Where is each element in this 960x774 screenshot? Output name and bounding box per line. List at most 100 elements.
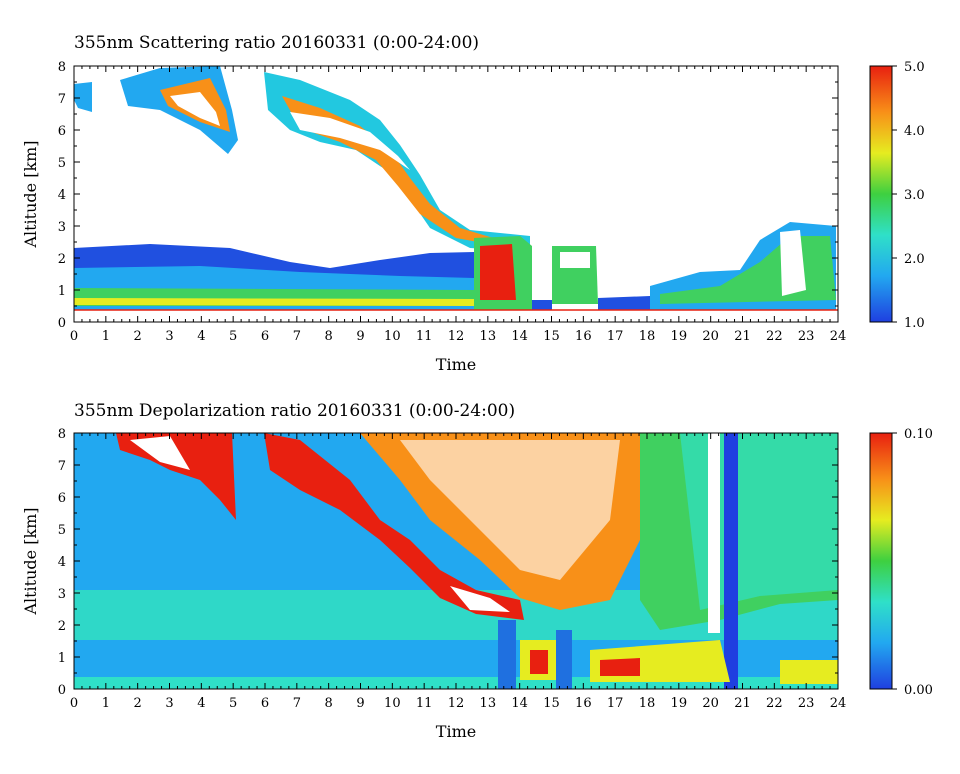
y-tick-label: 8 bbox=[58, 60, 66, 75]
y-tick-label: 5 bbox=[58, 156, 66, 171]
x-tick-label: 17 bbox=[607, 329, 624, 344]
y-tick-label: 3 bbox=[58, 220, 66, 235]
x-tick-label: 5 bbox=[229, 696, 237, 711]
x-tick-label: 16 bbox=[575, 329, 592, 344]
x-tick-label: 7 bbox=[293, 696, 301, 711]
x-tick-label: 15 bbox=[543, 329, 560, 344]
x-tick-label: 15 bbox=[543, 696, 560, 711]
x-tick-label: 19 bbox=[671, 329, 688, 344]
x-tick-label: 4 bbox=[197, 329, 205, 344]
x-axis: 0 1 2 3 4 5 6 7 8 9 10 11 12 13 14 15 16 17 18 19 20 21 22 23 24 bbox=[70, 433, 846, 711]
y-axis-label: Altitude [km] bbox=[21, 507, 40, 615]
colorbar-label: 0.00 bbox=[904, 683, 933, 698]
feature-near-surface-clear bbox=[532, 296, 650, 310]
x-tick-label: 12 bbox=[448, 329, 465, 344]
x-tick-label: 2 bbox=[134, 696, 142, 711]
y-tick-label: 7 bbox=[58, 92, 66, 107]
x-tick-label: 24 bbox=[830, 329, 847, 344]
y-tick-label: 1 bbox=[58, 284, 66, 299]
x-tick-label: 8 bbox=[325, 696, 333, 711]
feature-blue-column bbox=[724, 433, 738, 689]
y-tick-label: 2 bbox=[58, 619, 66, 634]
feature-noisy-region-white bbox=[400, 440, 620, 580]
y-tick-label: 6 bbox=[58, 124, 66, 139]
x-tick-label: 3 bbox=[165, 329, 173, 344]
y-tick-label: 7 bbox=[58, 459, 66, 474]
feature-ice-cloud-2-white bbox=[450, 586, 510, 612]
x-tick-label: 16 bbox=[575, 696, 592, 711]
y-tick-label: 3 bbox=[58, 587, 66, 602]
feature-noisy-cyan bbox=[680, 433, 838, 610]
colorbar: 0.00 0.10 bbox=[869, 427, 933, 698]
y-tick-label: 0 bbox=[58, 683, 66, 698]
y-axis: 0 1 2 3 4 5 6 7 8 bbox=[58, 427, 838, 698]
x-tick-label: 9 bbox=[356, 696, 364, 711]
feature-cloud-left bbox=[74, 82, 92, 112]
colorbar-ramp bbox=[869, 432, 893, 690]
panel-depolarization-ratio: 355nm Depolarization ratio 20160331 (0:0… bbox=[21, 401, 933, 741]
x-tick-label: 10 bbox=[384, 696, 401, 711]
colorbar-ticks: 1.0 2.0 3.0 4.0 5.0 bbox=[892, 60, 925, 331]
chart-title: 355nm Scattering ratio 20160331 (0:00-24… bbox=[74, 33, 479, 53]
x-tick-label: 0 bbox=[70, 329, 78, 344]
x-tick-label: 1 bbox=[102, 329, 110, 344]
feature-dark-column bbox=[498, 620, 572, 689]
colorbar-label: 1.0 bbox=[904, 316, 925, 331]
x-tick-label: 5 bbox=[229, 329, 237, 344]
colorbar-label: 4.0 bbox=[904, 124, 925, 139]
y-tick-label: 6 bbox=[58, 491, 66, 506]
x-tick-label: 6 bbox=[261, 329, 269, 344]
y-axis-label: Altitude [km] bbox=[21, 140, 40, 248]
x-tick-label: 12 bbox=[448, 696, 465, 711]
y-tick-label: 8 bbox=[58, 427, 66, 442]
feature-descending-cloud-white bbox=[290, 112, 410, 170]
x-tick-label: 19 bbox=[671, 696, 688, 711]
y-tick-label: 1 bbox=[58, 651, 66, 666]
x-axis-label: Time bbox=[436, 355, 476, 374]
feature-high-cloud-white bbox=[170, 92, 220, 126]
x-axis-label: Time bbox=[436, 722, 476, 741]
panel-scattering-ratio: 355nm Scattering ratio 20160331 (0:00-24… bbox=[21, 33, 925, 374]
feature-ice-cloud-2 bbox=[264, 433, 524, 620]
x-tick-label: 18 bbox=[639, 696, 656, 711]
x-tick-label: 23 bbox=[798, 696, 815, 711]
x-axis: 0 1 2 3 4 5 6 7 8 9 10 11 12 13 14 15 16 17 18 19 20 21 22 23 24 bbox=[70, 66, 846, 344]
y-tick-label: 2 bbox=[58, 252, 66, 267]
colorbar-label: 2.0 bbox=[904, 252, 925, 267]
x-tick-label: 6 bbox=[261, 696, 269, 711]
x-tick-label: 17 bbox=[607, 696, 624, 711]
x-tick-label: 11 bbox=[416, 329, 433, 344]
x-tick-label: 23 bbox=[798, 329, 815, 344]
x-tick-label: 20 bbox=[702, 696, 719, 711]
x-tick-label: 14 bbox=[511, 696, 528, 711]
chart-title: 355nm Depolarization ratio 20160331 (0:0… bbox=[74, 401, 515, 421]
x-tick-label: 8 bbox=[325, 329, 333, 344]
x-tick-label: 22 bbox=[766, 696, 783, 711]
x-tick-label: 2 bbox=[134, 329, 142, 344]
y-tick-label: 4 bbox=[58, 555, 66, 570]
x-tick-label: 20 bbox=[702, 329, 719, 344]
colorbar: 1.0 2.0 3.0 4.0 5.0 bbox=[869, 60, 925, 331]
x-tick-label: 4 bbox=[197, 696, 205, 711]
x-tick-label: 1 bbox=[102, 696, 110, 711]
colorbar-label: 3.0 bbox=[904, 188, 925, 203]
y-axis: 0 1 2 3 4 5 6 7 8 bbox=[58, 60, 838, 331]
x-tick-label: 10 bbox=[384, 329, 401, 344]
x-tick-label: 21 bbox=[734, 696, 751, 711]
colorbar-label: 5.0 bbox=[904, 60, 925, 75]
x-tick-label: 14 bbox=[511, 329, 528, 344]
feature-boundary-layer-yellow bbox=[74, 298, 474, 306]
feature-low-layer-red bbox=[530, 650, 640, 676]
heatmap-depolarization bbox=[74, 433, 838, 689]
feature-ice-cloud bbox=[116, 433, 236, 520]
heatmap-scattering bbox=[74, 66, 838, 322]
x-tick-label: 24 bbox=[830, 696, 847, 711]
feature-low-layer bbox=[520, 640, 838, 684]
x-tick-label: 7 bbox=[293, 329, 301, 344]
x-tick-label: 0 bbox=[70, 696, 78, 711]
x-tick-label: 11 bbox=[416, 696, 433, 711]
y-tick-label: 4 bbox=[58, 188, 66, 203]
x-tick-label: 13 bbox=[480, 696, 497, 711]
feature-white-column bbox=[708, 433, 720, 633]
